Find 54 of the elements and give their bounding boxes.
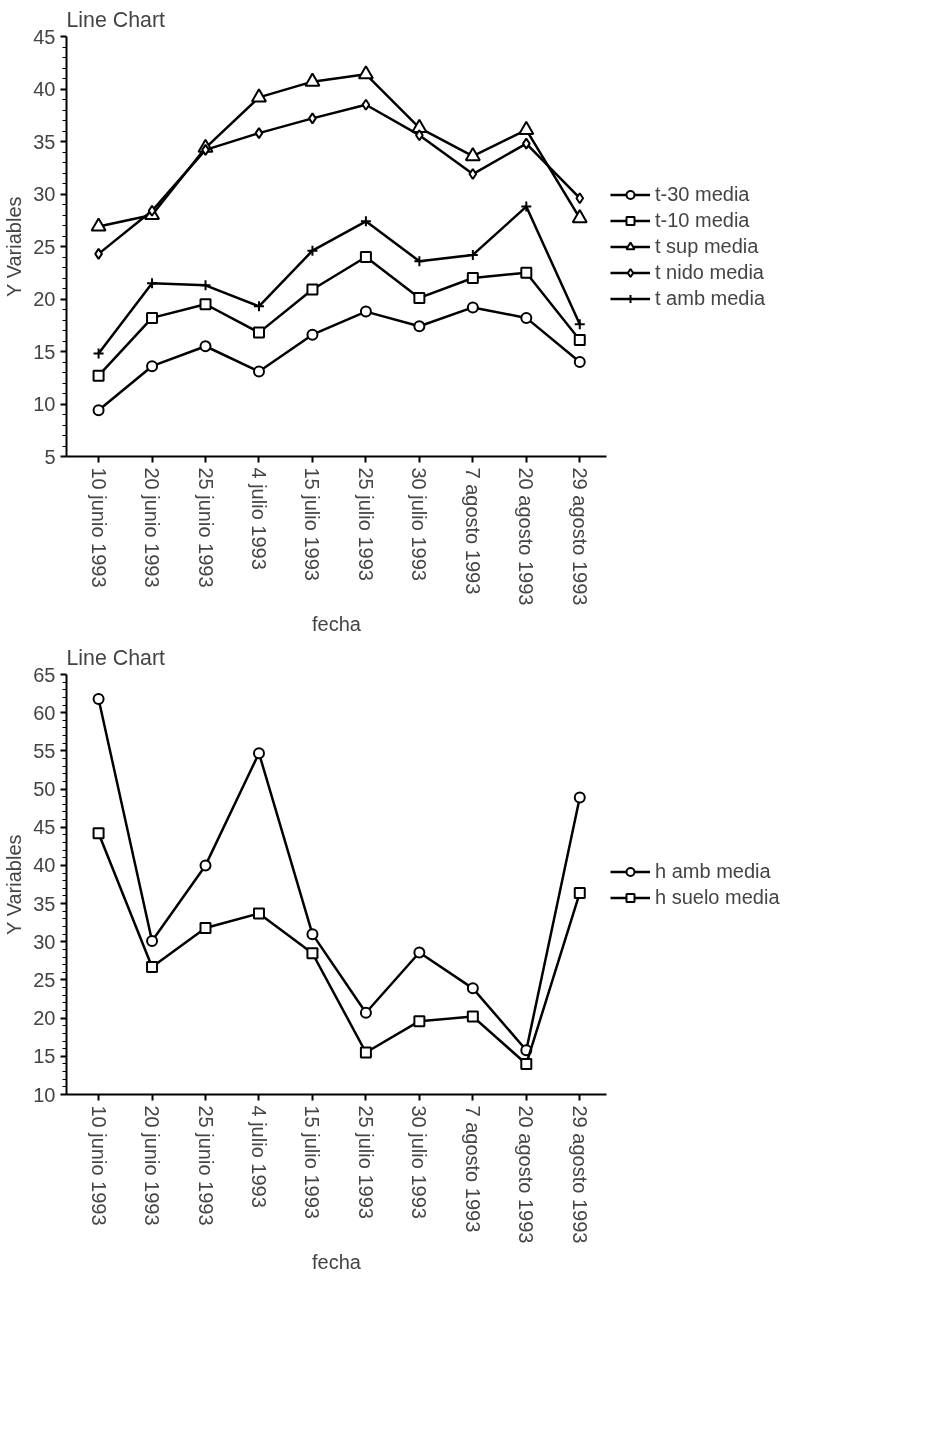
x-axis-title: fecha (312, 613, 362, 636)
x-tick-label: 25 julio 1993 (354, 467, 377, 581)
legend-label: t nido media (655, 260, 764, 284)
legend-label: t-30 media (655, 182, 750, 206)
y-tick-label: 30 (33, 183, 56, 205)
x-tick-label: 7 agosto 1993 (461, 1105, 484, 1233)
x-tick-label: 20 agosto 1993 (515, 1105, 538, 1244)
y-tick-label: 40 (33, 78, 56, 100)
y-tick-label: 35 (33, 130, 56, 153)
chart-title: Line Chart (66, 645, 165, 670)
chart-title: Line Chart (66, 7, 165, 32)
x-tick-label: 15 julio 1993 (301, 1105, 324, 1219)
x-tick-label: 10 junio 1993 (87, 467, 110, 588)
x-tick-label: 25 julio 1993 (354, 1105, 377, 1219)
x-tick-label: 20 agosto 1993 (515, 467, 538, 606)
y-tick-label: 15 (33, 1045, 56, 1068)
x-tick-label: 25 junio 1993 (194, 1105, 217, 1226)
y-tick-label: 60 (33, 701, 56, 724)
legend-label: t-10 media (655, 208, 750, 232)
x-tick-label: 29 agosto 1993 (568, 1105, 591, 1244)
y-axis-title: Y Variables (3, 196, 26, 297)
x-axis-title: fecha (312, 1251, 362, 1274)
x-tick-label: 29 agosto 1993 (568, 467, 591, 606)
x-tick-label: 30 julio 1993 (408, 1105, 431, 1219)
x-tick-label: 15 julio 1993 (301, 467, 324, 581)
legend-label: t amb media (655, 286, 766, 310)
y-tick-label: 40 (33, 854, 56, 877)
y-tick-label: 20 (33, 288, 56, 310)
y-tick-label: 10 (33, 393, 56, 415)
y-tick-label: 45 (33, 25, 56, 48)
legend-label: h suelo media (655, 885, 780, 909)
y-tick-label: 20 (33, 1007, 56, 1030)
x-tick-label: 4 julio 1993 (247, 467, 270, 570)
legend-label: t sup media (655, 234, 759, 258)
y-tick-label: 50 (33, 778, 56, 801)
y-tick-label: 45 (33, 816, 56, 839)
x-tick-label: 25 junio 1993 (194, 467, 217, 588)
y-tick-label: 5 (44, 445, 56, 468)
y-axis-title: Y Variables (3, 834, 26, 935)
y-tick-label: 35 (33, 892, 56, 915)
x-tick-label: 30 julio 1993 (408, 467, 431, 581)
y-tick-label: 55 (33, 739, 56, 762)
y-tick-label: 15 (33, 340, 56, 363)
x-tick-label: 4 julio 1993 (247, 1105, 270, 1208)
y-tick-label: 10 (33, 1083, 56, 1106)
y-tick-label: 65 (33, 663, 56, 686)
legend-label: h amb media (655, 859, 771, 883)
x-tick-label: 20 junio 1993 (141, 467, 164, 588)
x-tick-label: 7 agosto 1993 (461, 467, 484, 595)
x-tick-label: 10 junio 1993 (87, 1105, 110, 1226)
y-tick-label: 25 (33, 968, 56, 991)
y-tick-label: 30 (33, 930, 56, 953)
x-tick-label: 20 junio 1993 (141, 1105, 164, 1226)
y-tick-label: 25 (33, 235, 56, 258)
